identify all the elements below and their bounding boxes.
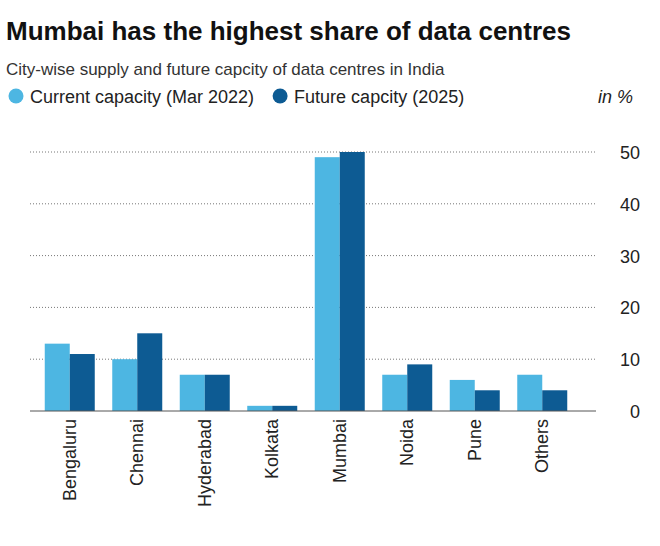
- grid-line: [30, 203, 596, 204]
- bar: [70, 354, 95, 411]
- axis-label: in %: [598, 87, 633, 107]
- legend-label: Future capcity (2025): [294, 87, 464, 107]
- chart: Mumbai has the highest share of data cen…: [0, 0, 660, 546]
- bar: [407, 364, 432, 411]
- bar: [45, 344, 70, 411]
- grid-line: [30, 255, 596, 256]
- legend-swatch: [273, 89, 288, 104]
- tick-label: 20: [620, 298, 640, 318]
- legend-swatch: [9, 89, 24, 104]
- category-label: Pune: [465, 419, 485, 461]
- tick-label: 10: [620, 350, 640, 370]
- bar: [315, 157, 340, 411]
- category-label: Chennai: [127, 419, 147, 486]
- tick-label: 40: [620, 195, 640, 215]
- bar: [450, 380, 475, 411]
- bar: [137, 333, 162, 411]
- bar: [112, 359, 137, 411]
- bar: [180, 375, 205, 411]
- category-label: Kolkata: [262, 418, 282, 479]
- bar: [542, 390, 567, 411]
- bar: [517, 375, 542, 411]
- category-label: Hyderabad: [195, 419, 215, 507]
- bar: [340, 152, 365, 411]
- bar: [272, 406, 297, 411]
- title: Mumbai has the highest share of data cen…: [6, 16, 571, 46]
- tick-label: 30: [620, 247, 640, 267]
- bar: [475, 390, 500, 411]
- axis-line: [30, 411, 596, 412]
- bar: [247, 406, 272, 411]
- bars: [45, 152, 568, 411]
- category-label: Others: [532, 419, 552, 473]
- bar: [382, 375, 407, 411]
- grid-line: [30, 152, 596, 153]
- bar: [205, 375, 230, 411]
- grid-line: [30, 307, 596, 308]
- tick-label: 50: [620, 143, 640, 163]
- category-label: Noida: [397, 418, 417, 466]
- tick-label: 0: [630, 402, 640, 422]
- subtitle: City-wise supply and future capcity of d…: [6, 60, 445, 79]
- legend-label: Current capacity (Mar 2022): [30, 87, 254, 107]
- category-label: Mumbai: [330, 419, 350, 483]
- category-label: Bengaluru: [60, 419, 80, 501]
